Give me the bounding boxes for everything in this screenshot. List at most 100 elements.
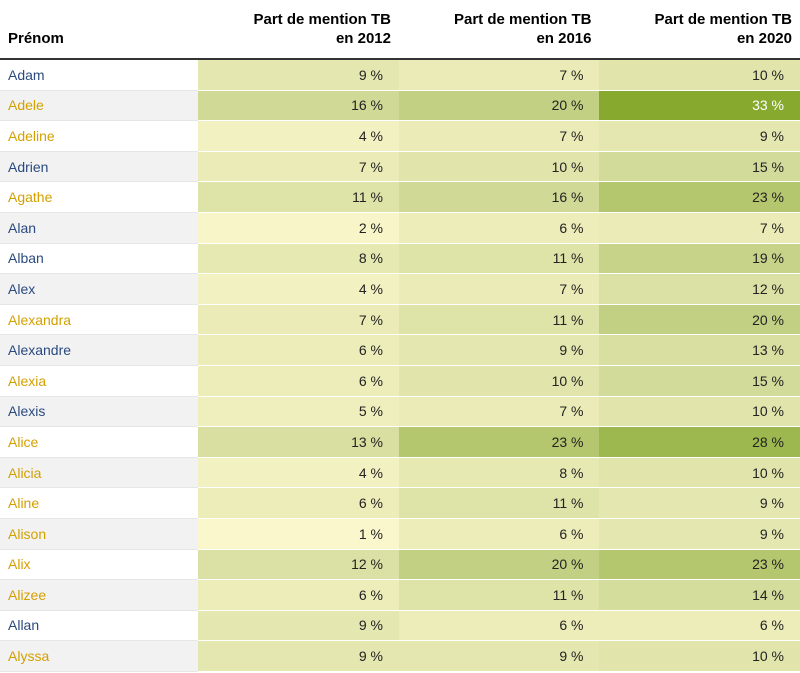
table-row: Allan 9 % 6 % 6 % — [0, 610, 800, 642]
table-row: Alexandre 6 % 9 % 13 % — [0, 335, 800, 366]
name-cell: Aline — [0, 488, 199, 519]
value-cell: 6 % — [198, 488, 399, 519]
value-cell: 9 % — [398, 335, 600, 366]
name-cell: Agathe — [0, 182, 199, 213]
value-cell: 6 % — [398, 212, 600, 244]
table-row: Alex 4 % 7 % 12 % — [0, 274, 800, 305]
column-header-line: Part de mention TB — [453, 11, 592, 28]
value-cell: 7 % — [599, 212, 800, 244]
name-cell: Adam — [0, 60, 199, 91]
value-cell: 23 % — [599, 182, 800, 213]
name-cell: Alexandra — [0, 305, 199, 336]
table-row: Alban 8 % 11 % 19 % — [0, 243, 800, 275]
value-cell: 10 % — [398, 365, 600, 397]
name-cell: Alice — [0, 427, 199, 458]
column-header-line: en 2012 — [335, 30, 391, 47]
table-row: Alison 1 % 6 % 9 % — [0, 518, 800, 550]
value-cell: 20 % — [398, 90, 600, 122]
column-header-prenom: Prénom — [0, 0, 199, 60]
value-cell: 2 % — [198, 212, 399, 244]
value-cell: 4 % — [198, 121, 399, 152]
table-row: Aline 6 % 11 % 9 % — [0, 488, 800, 519]
value-cell: 5 % — [198, 396, 399, 428]
table-row: Alicia 4 % 8 % 10 % — [0, 457, 800, 489]
value-cell: 1 % — [198, 518, 399, 550]
value-cell: 9 % — [599, 121, 800, 152]
name-cell: Alix — [0, 550, 199, 581]
value-cell: 7 % — [398, 60, 600, 91]
value-cell: 13 % — [599, 335, 800, 366]
table-row: Alexis 5 % 7 % 10 % — [0, 396, 800, 428]
table-row: Agathe 11 % 16 % 23 % — [0, 182, 800, 213]
name-cell: Adrien — [0, 151, 199, 183]
value-cell: 7 % — [198, 151, 399, 183]
value-cell: 16 % — [398, 182, 600, 213]
name-cell: Alban — [0, 244, 199, 275]
name-cell: Alicia — [0, 457, 199, 489]
value-cell: 10 % — [398, 151, 600, 183]
column-header-2: Part de mention TB en 2016 — [398, 0, 600, 60]
value-cell: 4 % — [198, 274, 399, 305]
value-cell: 28 % — [599, 427, 800, 458]
value-cell: 7 % — [398, 396, 600, 428]
column-header-1: Part de mention TB en 2012 — [198, 0, 399, 60]
value-cell: 4 % — [198, 457, 399, 489]
table-row: Alice 13 % 23 % 28 % — [0, 427, 800, 458]
value-cell: 12 % — [198, 549, 399, 581]
table-row: Alix 12 % 20 % 23 % — [0, 549, 800, 581]
value-cell: 19 % — [599, 243, 800, 275]
value-cell: 9 % — [198, 610, 399, 642]
name-cell: Alizee — [0, 580, 199, 611]
value-cell: 20 % — [599, 304, 800, 336]
value-cell: 23 % — [599, 549, 800, 581]
table-row: Alizee 6 % 11 % 14 % — [0, 580, 800, 611]
name-cell: Alexis — [0, 396, 199, 428]
column-header-3: Part de mention TB en 2020 — [599, 0, 800, 60]
value-cell: 9 % — [198, 641, 399, 672]
value-cell: 11 % — [398, 488, 600, 519]
column-header-line: en 2020 — [736, 30, 792, 47]
value-cell: 33 % — [599, 90, 800, 122]
table-row: Adeline 4 % 7 % 9 % — [0, 121, 800, 152]
value-cell: 6 % — [599, 610, 800, 642]
column-header-line: en 2016 — [536, 30, 592, 47]
name-cell: Alexandre — [0, 335, 199, 366]
value-cell: 10 % — [599, 641, 800, 672]
value-cell: 10 % — [599, 457, 800, 489]
header-row: Prénom Part de mention TB en 2012 Part de m… — [0, 0, 800, 60]
value-cell: 9 % — [599, 488, 800, 519]
table-body: Adam 9 % 7 % 10 % Adele 16 % 20 % 33 % Adeline 4 … — [0, 60, 800, 672]
value-cell: 23 % — [398, 427, 600, 458]
table-row: Alan 2 % 6 % 7 % — [0, 212, 800, 244]
name-cell: Alan — [0, 212, 199, 244]
name-cell: Alexia — [0, 366, 199, 397]
value-cell: 20 % — [398, 549, 600, 581]
value-cell: 12 % — [599, 274, 800, 305]
value-cell: 15 % — [599, 365, 800, 397]
value-cell: 11 % — [398, 243, 600, 275]
table-row: Adrien 7 % 10 % 15 % — [0, 151, 800, 183]
name-cell: Alex — [0, 274, 199, 305]
value-cell: 7 % — [198, 304, 399, 336]
value-cell: 6 % — [198, 580, 399, 611]
value-cell: 7 % — [398, 274, 600, 305]
value-cell: 6 % — [398, 610, 600, 642]
name-cell: Allan — [0, 611, 199, 642]
value-cell: 11 % — [198, 182, 399, 213]
value-cell: 6 % — [198, 335, 399, 366]
name-cell: Adeline — [0, 121, 199, 152]
value-cell: 7 % — [398, 121, 600, 152]
value-cell: 16 % — [198, 90, 399, 122]
table-row: Alexandra 7 % 11 % 20 % — [0, 304, 800, 336]
value-cell: 13 % — [198, 427, 399, 458]
value-cell: 9 % — [198, 60, 399, 91]
value-cell: 8 % — [398, 457, 600, 489]
column-header-line: Part de mention TB — [253, 11, 391, 28]
value-cell: 10 % — [599, 60, 800, 91]
value-cell: 15 % — [599, 151, 800, 183]
value-cell: 8 % — [198, 243, 399, 275]
value-cell: 6 % — [398, 518, 600, 550]
value-cell: 10 % — [599, 396, 800, 428]
value-cell: 9 % — [398, 641, 600, 672]
